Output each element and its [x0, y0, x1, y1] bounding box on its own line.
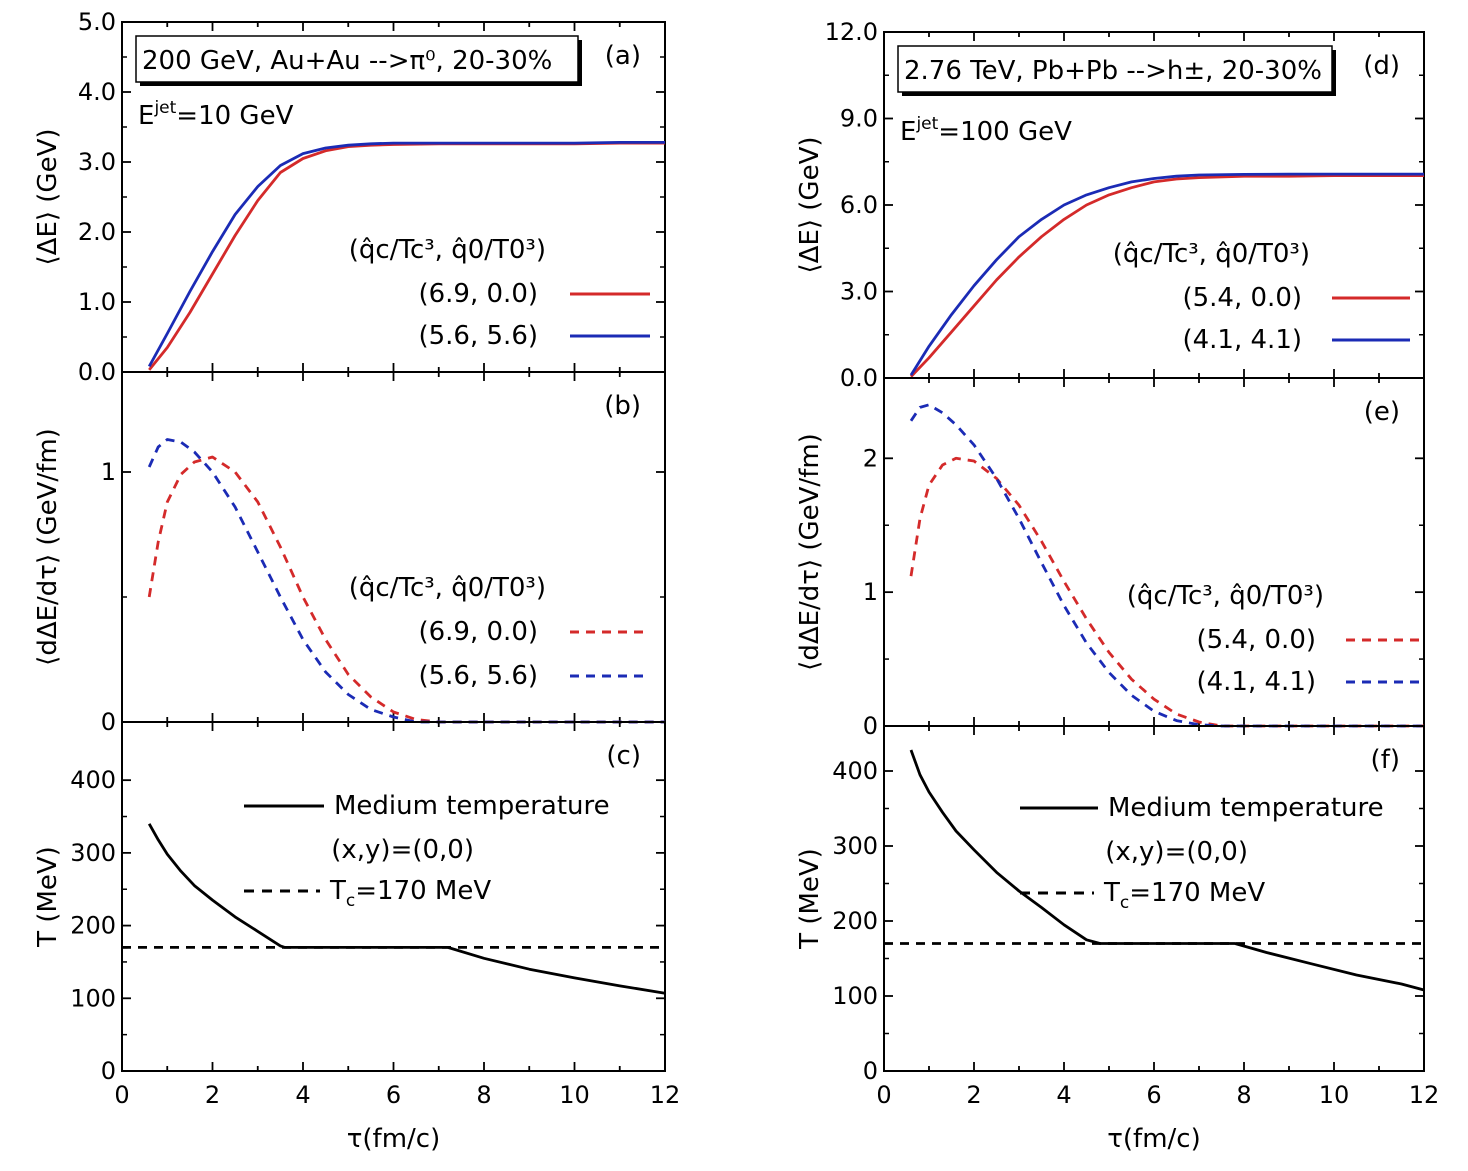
legend-entry-d-1: (4.1, 4.1): [1182, 325, 1302, 355]
legend-title-d: (q̂c/Tc³, q̂0/T0³): [1113, 239, 1310, 269]
series-line-d-1: [909, 172, 1424, 376]
y-tick-label-e-1: 1: [863, 578, 878, 606]
x-tick-label-f-5: 10: [1319, 1081, 1350, 1109]
x-tick-label-f-4: 8: [1236, 1081, 1251, 1109]
panel-tag-b: (b): [604, 391, 641, 421]
legend-medium-c: Medium temperature: [334, 791, 610, 821]
y-axis-title-b: ⟨dΔE/dτ⟩ (GeV/fm): [33, 428, 63, 666]
y-axis-title-d: ⟨ΔE⟩ (GeV): [795, 137, 825, 274]
x-axis-title-f: τ(fm/c): [1107, 1124, 1200, 1154]
y-tick-label-f-0: 0: [863, 1057, 878, 1085]
header-text-d: 2.76 TeV, Pb+Pb -->h±, 20-30%: [904, 56, 1322, 86]
y-tick-label-a-3: 3.0: [78, 148, 116, 176]
panel-tag-a: (a): [605, 41, 641, 71]
jet-energy-label-a: Ejet=10 GeV: [138, 98, 294, 131]
y-tick-label-e-0: 0: [863, 712, 878, 740]
jet-energy-label-d: Ejet=100 GeV: [900, 114, 1072, 147]
series-line-f-0: [909, 749, 1425, 992]
x-tick-label-c-5: 10: [559, 1081, 590, 1109]
x-tick-label-f-2: 4: [1056, 1081, 1071, 1109]
y-tick-label-d-3: 9.0: [840, 105, 878, 133]
header-text-a: 200 GeV, Au+Au -->π⁰, 20-30%: [142, 46, 552, 76]
y-tick-label-b-0: 0: [101, 708, 116, 736]
legend-point-f: (x,y)=(0,0): [1105, 837, 1248, 867]
legend-title-e: (q̂c/Tc³, q̂0/T0³): [1127, 581, 1324, 611]
panel-tag-e: (e): [1364, 397, 1400, 427]
legend-entry-b-1: (5.6, 5.6): [418, 661, 538, 691]
legend-entry-a-0: (6.9, 0.0): [418, 279, 538, 309]
y-tick-label-e-2: 2: [863, 444, 878, 472]
y-axis-title-e: ⟨dΔE/dτ⟩ (GeV/fm): [795, 433, 825, 671]
legend-tc-c: Tc=170 MeV: [329, 876, 491, 911]
y-tick-label-d-2: 6.0: [840, 191, 878, 219]
panel-d: 0.0 3.0 6.0 9.0 12.0 ⟨ΔE⟩ (GeV) (d) 2.76 TeV, P…: [795, 18, 1425, 392]
y-tick-label-c-3: 300: [70, 839, 116, 867]
y-tick-label-a-4: 4.0: [78, 78, 116, 106]
x-tick-label-f-1: 2: [966, 1081, 981, 1109]
y-tick-label-a-2: 2.0: [78, 218, 116, 246]
legend-title-a: (q̂c/Tc³, q̂0/T0³): [349, 235, 546, 265]
y-tick-label-c-2: 200: [70, 912, 116, 940]
x-tick-label-f-6: 12: [1409, 1081, 1440, 1109]
series-line-b-1: [147, 438, 665, 724]
y-tick-label-f-3: 300: [832, 832, 878, 860]
series-line-a-1: [147, 140, 665, 368]
x-tick-label-c-0: 0: [114, 1081, 129, 1109]
panel-e: 0 1 2 ⟨dΔE/dτ⟩ (GeV/fm) (e) (q̂c/Tc³, q̂0/T0³…: [795, 377, 1425, 740]
legend-entry-b-0: (6.9, 0.0): [418, 617, 538, 647]
legend-entry-a-1: (5.6, 5.6): [418, 321, 538, 351]
y-axis-title-f: T (MeV): [795, 848, 825, 950]
panel-tag-c: (c): [606, 741, 641, 771]
panel-b: 0 1 ⟨dΔE/dτ⟩ (GeV/fm) (b) (q̂c/Tc³, q̂0/T0³)…: [33, 371, 666, 736]
panel-tag-f: (f): [1371, 745, 1400, 775]
y-tick-label-a-5: 5.0: [78, 8, 116, 36]
panel-frame-b: [121, 371, 666, 723]
panel-frame-e: [883, 377, 1425, 727]
legend-entry-e-1: (4.1, 4.1): [1196, 667, 1316, 697]
y-axis-title-c: T (MeV): [33, 846, 63, 948]
header-box-d: [897, 45, 1333, 93]
x-tick-label-c-4: 8: [476, 1081, 491, 1109]
legend-entry-e-0: (5.4, 0.0): [1196, 625, 1316, 655]
y-tick-label-c-0: 0: [101, 1057, 116, 1085]
legend-point-c: (x,y)=(0,0): [331, 835, 474, 865]
x-tick-label-c-2: 4: [295, 1081, 310, 1109]
x-tick-label-f-0: 0: [876, 1081, 891, 1109]
y-axis-title-a: ⟨ΔE⟩ (GeV): [33, 129, 63, 266]
y-tick-label-d-0: 0.0: [840, 364, 878, 392]
y-tick-label-b-1: 1: [101, 458, 116, 486]
y-tick-label-f-4: 400: [832, 757, 878, 785]
legend-medium-f: Medium temperature: [1108, 793, 1384, 823]
header-box-a: [135, 35, 579, 83]
y-tick-label-f-1: 100: [832, 982, 878, 1010]
x-tick-label-c-1: 2: [205, 1081, 220, 1109]
legend-title-b: (q̂c/Tc³, q̂0/T0³): [349, 573, 546, 603]
y-tick-label-c-1: 100: [70, 984, 116, 1012]
panel-tag-d: (d): [1363, 51, 1400, 81]
x-axis-title-c: τ(fm/c): [347, 1124, 440, 1154]
x-tick-label-c-3: 6: [386, 1081, 401, 1109]
series-line-c-0: [147, 823, 666, 995]
x-tick-label-c-6: 12: [650, 1081, 681, 1109]
series-line-e-1: [909, 403, 1424, 728]
x-tick-label-f-3: 6: [1146, 1081, 1161, 1109]
y-tick-label-d-4: 12.0: [825, 18, 878, 46]
y-tick-label-f-2: 200: [832, 907, 878, 935]
y-tick-label-a-0: 0.0: [78, 358, 116, 386]
series-line-d-0: [909, 174, 1424, 378]
y-tick-label-c-4: 400: [70, 766, 116, 794]
legend-tc-f: Tc=170 MeV: [1103, 878, 1265, 913]
y-tick-label-d-1: 3.0: [840, 278, 878, 306]
panel-a: 0.0 1.0 2.0 3.0 4.0 5.0 ⟨ΔE⟩ (GeV) (a) 200 GeV, …: [33, 8, 666, 386]
legend-entry-d-0: (5.4, 0.0): [1182, 283, 1302, 313]
y-tick-label-a-1: 1.0: [78, 288, 116, 316]
series-line-b-0: [147, 455, 665, 724]
